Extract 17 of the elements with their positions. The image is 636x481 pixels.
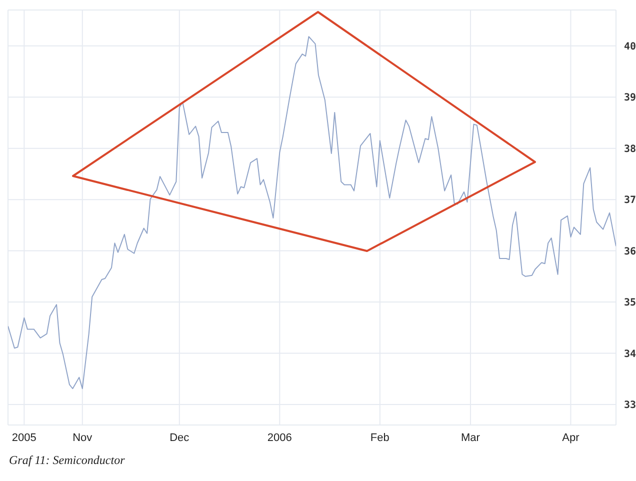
x-tick-label: 2006 [267,432,292,444]
x-tick-label: Nov [72,432,93,444]
y-tick-label: 36 [624,246,636,258]
x-tick-label: 2005 [12,432,36,444]
x-tick-label: Mar [460,432,480,444]
y-tick-label: 37 [624,195,636,206]
y-tick-label: 38 [624,144,636,155]
y-tick-label: 35 [624,298,636,309]
x-tick-label: Dec [170,432,190,444]
y-tick-label: 33 [624,400,636,412]
x-tick-label: Feb [370,432,390,444]
y-tick-label: 40 [624,41,636,52]
text: Graf 11: Semiconductor [9,453,125,468]
x-tick-label: Apr [562,432,580,444]
y-tick-label: 39 [624,92,636,104]
line-series [8,36,616,390]
y-tick-label: 34 [624,348,636,360]
